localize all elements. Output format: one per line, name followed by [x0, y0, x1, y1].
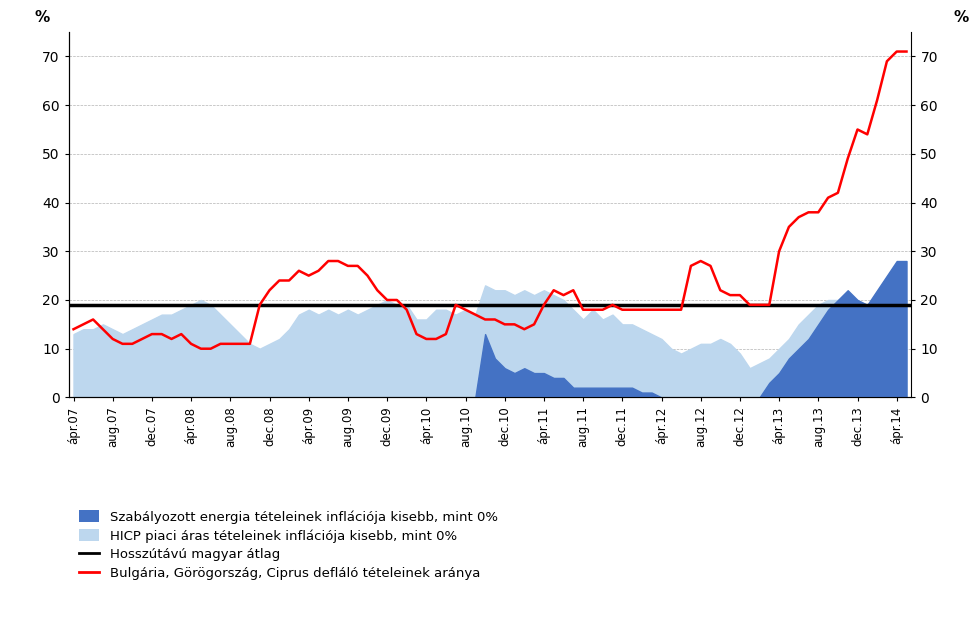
Text: %: %	[954, 10, 969, 25]
Text: %: %	[35, 10, 50, 25]
Legend: Szabályozott energia tételeinek inflációja kisebb, mint 0%, HICP piaci áras tét: Szabályozott energia tételeinek infláci…	[75, 506, 502, 584]
